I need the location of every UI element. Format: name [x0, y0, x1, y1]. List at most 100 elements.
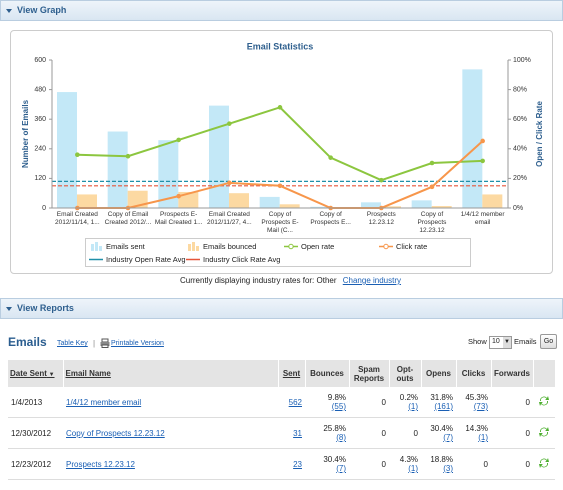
- printer-icon[interactable]: [100, 338, 110, 348]
- swatch-bar: [91, 244, 94, 251]
- table-cell: [533, 448, 555, 480]
- bar: [107, 131, 128, 208]
- point: [75, 152, 80, 158]
- table-cell: 0: [491, 448, 533, 480]
- y2-tick-label: 0%: [513, 205, 523, 212]
- y2-axis-title: Open / Click Rate: [535, 101, 544, 167]
- x-tick-label: Prospects E-Mail Created 1...: [154, 211, 203, 226]
- industry-note-row: Currently displaying industry rates for:…: [180, 276, 401, 285]
- printable-link[interactable]: Printable Version: [111, 340, 164, 347]
- swatch-point: [288, 243, 294, 250]
- cell-count[interactable]: (1): [408, 402, 418, 411]
- cell-text: 12/30/2012: [11, 428, 52, 438]
- cell-count[interactable]: (3): [443, 464, 453, 473]
- column-header[interactable]: Date Sent ▼: [8, 360, 64, 387]
- cell-link[interactable]: 1/4/12 member email: [66, 397, 142, 407]
- column-header[interactable]: Email Name: [63, 360, 279, 387]
- cell-count[interactable]: (73): [473, 402, 488, 411]
- cell-count[interactable]: (1): [478, 433, 488, 442]
- cell-text: 1/4/2013: [11, 397, 43, 407]
- go-button[interactable]: Go: [540, 334, 557, 349]
- column-header: Bounces: [305, 360, 350, 387]
- refresh-icon[interactable]: [538, 395, 550, 407]
- point: [227, 121, 232, 126]
- bar: [229, 193, 249, 208]
- bar: [259, 196, 280, 208]
- column-header: Forwards: [491, 360, 534, 387]
- table-cell: 31: [278, 417, 305, 449]
- page-size-select[interactable]: 10 ▼: [489, 336, 512, 349]
- page-size: 10: [492, 338, 500, 345]
- refresh-icon[interactable]: [538, 426, 550, 438]
- cell-rate: 45.3%: [465, 393, 488, 402]
- table-row: 12/23/2012 Prospects 12.23.12 23 30.4% (7) 0 4…: [8, 448, 555, 480]
- refresh-icon[interactable]: [538, 457, 550, 469]
- table-cell: 562: [278, 387, 305, 418]
- refresh-arrow: [539, 432, 549, 437]
- cell-rate: 4.3%: [399, 455, 418, 464]
- cell-count[interactable]: (1): [408, 464, 418, 473]
- cell-count[interactable]: (8): [336, 433, 346, 442]
- bar: [57, 92, 77, 208]
- x-tick-label: Copy of Prospects E-Mail (C...: [261, 211, 299, 234]
- cell-rate: 25.8%: [323, 424, 346, 433]
- section-header[interactable]: View Reports: [0, 298, 563, 319]
- table-cell: 45.3% (73): [456, 387, 491, 418]
- y2-tick-label: 80%: [513, 86, 527, 93]
- table-cell: 18.8% (3): [421, 448, 456, 480]
- cell-link[interactable]: 31: [293, 428, 302, 438]
- table-cell: 1/4/2013: [8, 387, 63, 418]
- bar: [361, 202, 381, 208]
- table-cell: 0: [491, 417, 533, 449]
- legend-label: Industry Open Rate Avg: [106, 255, 186, 264]
- show-label: Show: [468, 337, 487, 346]
- column-header[interactable]: Sent: [278, 360, 306, 387]
- chart-panel: [10, 30, 553, 274]
- x-tick-label: Email Created 2012/11/27, 4...: [206, 211, 252, 226]
- table-cell: 1/4/12 member email: [63, 387, 278, 418]
- table-cell: 4.3% (1): [389, 448, 421, 480]
- y2-tick-label: 20%: [513, 175, 527, 182]
- sort-arrow[interactable]: ▼: [46, 372, 55, 378]
- cell-text: 12/23/2012: [11, 459, 52, 469]
- table-body: 1/4/2013 1/4/12 member email 562 9.8% (55) 0 0…: [8, 387, 555, 480]
- legend-swatch: [379, 243, 393, 250]
- cell-link[interactable]: Copy of Prospects 12.23.12: [66, 428, 165, 438]
- emails-table: Date Sent ▼ Email Name Sent Bounces Spam Rep…: [8, 360, 556, 480]
- bar: [77, 194, 97, 208]
- table-cell: 0.2% (1): [389, 387, 421, 418]
- y2-tick-label: 40%: [513, 146, 527, 153]
- cell-link[interactable]: 562: [288, 397, 302, 407]
- table-row: 1/4/2013 1/4/12 member email 562 9.8% (55) 0 0…: [8, 387, 555, 418]
- table-cell: 30.4% (7): [305, 448, 349, 480]
- chart: Email Statistics Number of Emails Open /…: [21, 41, 544, 212]
- cell-text: 0: [381, 428, 386, 438]
- cell-count[interactable]: (161): [434, 402, 453, 411]
- cell-link[interactable]: Prospects 12.23.12: [66, 459, 135, 469]
- x-tick-label: Email Created 2012/11/14, 1...: [54, 211, 100, 226]
- bar: [310, 206, 331, 208]
- table-key-link[interactable]: Table Key: [57, 340, 88, 347]
- table-cell: 12/30/2012: [8, 417, 63, 449]
- point: [176, 193, 181, 199]
- column-header: Spam Reports: [349, 360, 390, 387]
- table-cell: 25.8% (8): [305, 417, 349, 449]
- refresh-arrow: [539, 396, 549, 401]
- bar: [462, 69, 483, 208]
- column-header: Opt-outs: [389, 360, 422, 387]
- cell-count[interactable]: (55): [331, 402, 346, 411]
- emails-heading: Emails: [8, 335, 47, 349]
- cell-count[interactable]: (7): [336, 464, 346, 473]
- swatch-bar: [99, 246, 102, 251]
- legend-swatch: [91, 242, 102, 251]
- legend-swatch: [284, 243, 298, 250]
- cell-link[interactable]: 23: [293, 459, 302, 469]
- line: [77, 106, 483, 182]
- swatch-bar: [196, 246, 199, 251]
- table-cell: 31.8% (161): [421, 387, 456, 418]
- y-tick-label: 120: [34, 175, 46, 182]
- cell-count[interactable]: (7): [443, 433, 453, 442]
- x-tick-label: Copy of Email Created 2012/...: [104, 211, 152, 226]
- change-industry-link[interactable]: Change industry: [342, 276, 402, 285]
